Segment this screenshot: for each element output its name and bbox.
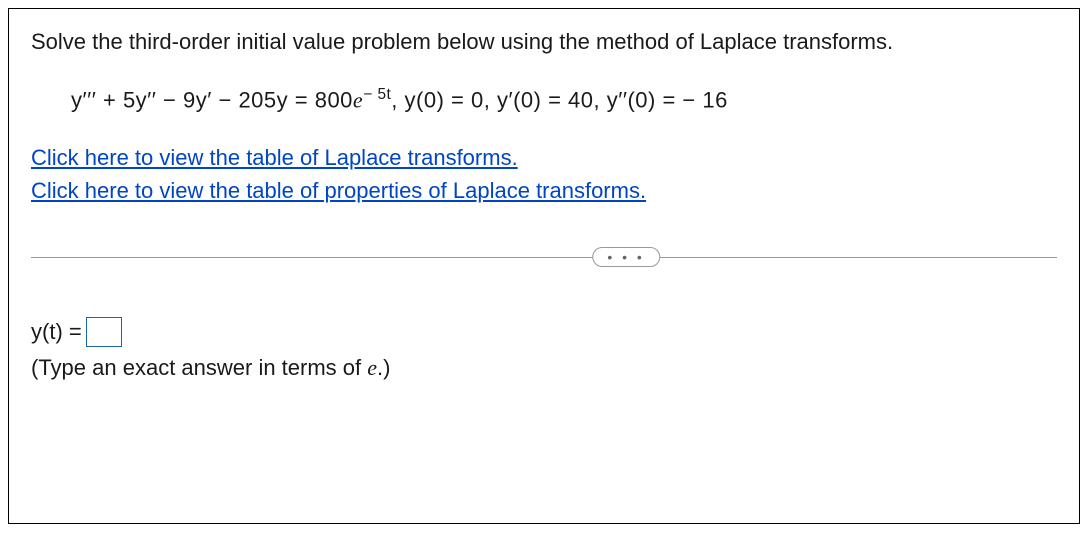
problem-equation: y′′′ + 5y′′ − 9y′ − 205y = 800e− 5t, y(0… bbox=[71, 86, 1057, 113]
answer-section: y(t) = (Type an exact answer in terms of… bbox=[31, 317, 1057, 381]
instruction-post: .) bbox=[377, 355, 390, 380]
section-divider: • • • bbox=[31, 247, 1057, 267]
answer-instruction: (Type an exact answer in terms of e.) bbox=[31, 355, 1057, 381]
problem-prompt: Solve the third-order initial value prob… bbox=[31, 27, 1057, 58]
instruction-pre: (Type an exact answer in terms of bbox=[31, 355, 367, 380]
answer-prefix: y(t) = bbox=[31, 319, 82, 345]
instruction-var: e bbox=[367, 355, 377, 380]
answer-line: y(t) = bbox=[31, 317, 1057, 347]
links-block: Click here to view the table of Laplace … bbox=[31, 141, 1057, 207]
answer-input[interactable] bbox=[86, 317, 122, 347]
laplace-table-link[interactable]: Click here to view the table of Laplace … bbox=[31, 141, 518, 174]
expand-pill[interactable]: • • • bbox=[592, 247, 659, 267]
divider-line bbox=[31, 257, 1057, 258]
problem-container: Solve the third-order initial value prob… bbox=[8, 8, 1080, 524]
laplace-properties-link[interactable]: Click here to view the table of properti… bbox=[31, 174, 646, 207]
